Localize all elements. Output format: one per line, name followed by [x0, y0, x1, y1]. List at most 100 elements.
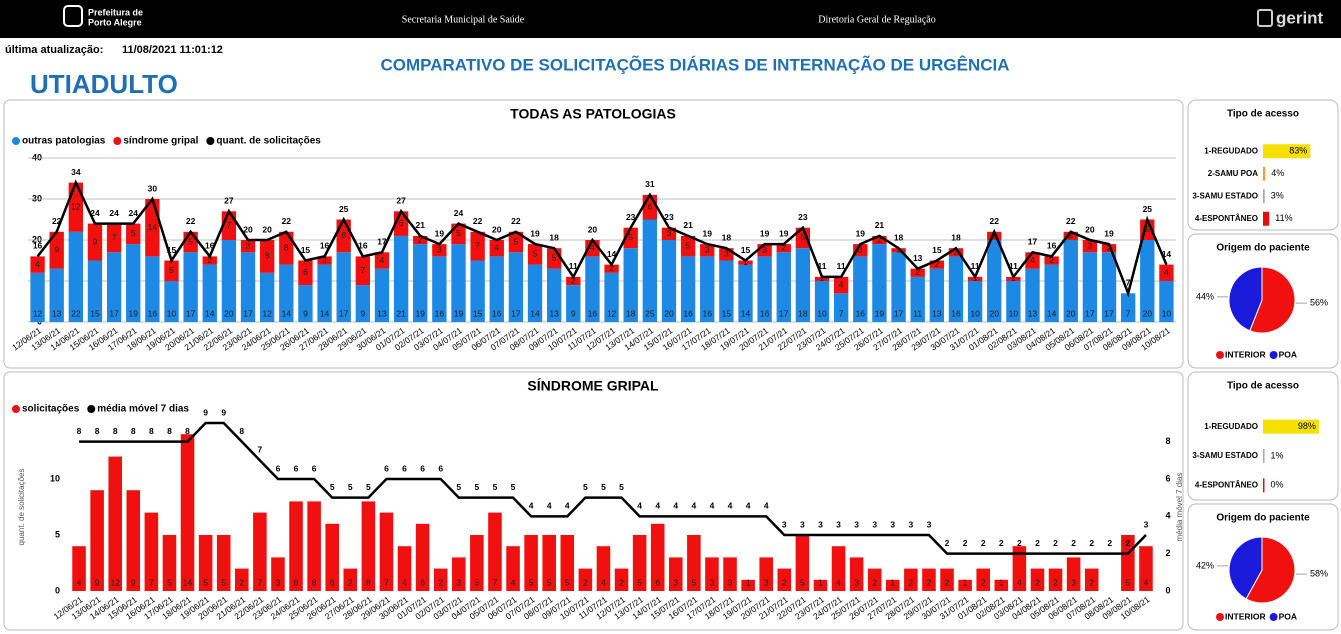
bar: [164, 260, 179, 281]
bar: [432, 244, 447, 257]
bar: [355, 285, 371, 322]
line-value-label: 18: [722, 232, 732, 242]
line-value-label: 25: [1143, 204, 1153, 214]
line-value-label: 3: [836, 519, 841, 529]
bar: [1025, 268, 1040, 322]
bar: [872, 235, 887, 245]
bar: [891, 252, 906, 322]
line-value-label: 4: [746, 501, 751, 511]
bar-value-label: 4: [35, 259, 40, 269]
logo-icon: [63, 5, 83, 27]
bar: [1044, 256, 1059, 265]
pie-value-label: 58%: [1310, 568, 1328, 578]
bar: [279, 231, 294, 265]
line-value-label: 24: [109, 208, 119, 218]
bar-value-label: 2: [781, 242, 786, 252]
bar-value-label: 5: [203, 577, 208, 587]
bar-value-label: 3: [437, 245, 442, 255]
bar-value-label: 0%: [1271, 480, 1284, 490]
bar: [1159, 281, 1174, 322]
bar: [904, 568, 918, 591]
bar-value-label: 6: [330, 577, 335, 587]
logo-text: Prefeitura de: [88, 7, 143, 17]
bar-value-label: 2: [583, 577, 588, 587]
bar-value-label: 2: [1068, 230, 1073, 240]
category-label: 3-SAMU ESTADO: [1192, 191, 1258, 200]
line-value-label: 3: [782, 519, 787, 529]
bar: [393, 235, 409, 322]
bar-value-label: 2: [915, 267, 920, 277]
bar: [1101, 244, 1117, 253]
bar: [757, 256, 772, 322]
line-value-label: 19: [1104, 228, 1114, 238]
bar-value-label: 5: [565, 577, 570, 587]
bar-value-label: 8: [284, 242, 289, 252]
bar-value-label: 3: [667, 228, 672, 238]
bar: [948, 256, 964, 322]
bar-value-label: 15: [722, 308, 732, 318]
line-value-label: 23: [626, 212, 636, 222]
bar-value-label: 4: [511, 577, 516, 587]
line-value-label: 30: [148, 183, 158, 193]
bar-value-label: 5: [221, 577, 226, 587]
line-value-label: 22: [989, 216, 999, 226]
bar: [853, 256, 868, 322]
brand: gerint: [1276, 8, 1324, 27]
legend-label: média móvel 7 dias: [97, 404, 189, 415]
bar: [433, 568, 448, 591]
bar-value-label: 20: [224, 308, 234, 318]
line-value-label: 3: [909, 519, 914, 529]
bar: [126, 223, 141, 245]
line-value-label: 20: [262, 224, 272, 234]
bar-value-label: 7: [227, 220, 232, 230]
bar: [336, 252, 351, 322]
bar: [355, 256, 371, 286]
y2-tick-label: 4: [1165, 511, 1170, 521]
header-diretoria: Diretoria Geral de Regulação: [818, 14, 935, 25]
bar-value-label: 20: [1066, 308, 1076, 318]
line-value-label: 15: [167, 245, 177, 255]
line-value-label: 16: [33, 241, 43, 251]
bar-value-label: 11%: [1275, 213, 1292, 223]
bar: [259, 272, 275, 322]
bar-value-label: 13: [1028, 308, 1038, 318]
bar: [833, 293, 849, 322]
y-tick-label: 20: [32, 234, 42, 244]
line-value-label: 5: [583, 482, 588, 492]
bar-value-label: 20: [664, 308, 674, 318]
legend-marker: [1269, 613, 1278, 621]
bar-value-label: 16: [588, 308, 598, 318]
bar-value-label: 2: [348, 577, 353, 587]
line-value-label: 3: [800, 519, 805, 529]
bar-value-label: 16: [702, 308, 712, 318]
y-tick-label: 5: [55, 529, 60, 539]
bar-value-label: 15: [473, 308, 483, 318]
line-value-label: 5: [348, 482, 353, 492]
bar-value-label: 12: [607, 308, 617, 318]
bar-value-label: 2: [571, 275, 576, 285]
bar-value-label: 5: [529, 577, 534, 587]
line-value-label: 22: [52, 216, 62, 226]
bar-value-label: 16: [760, 308, 770, 318]
line-value-label: 8: [185, 426, 190, 436]
bar-value-label: 5: [475, 577, 480, 587]
bar-value-label: 2: [322, 255, 327, 265]
bar: [1082, 252, 1098, 322]
bar: [488, 512, 502, 591]
bar-value-label: 17: [339, 308, 349, 318]
bar: [604, 264, 619, 273]
pie-slice: [1245, 536, 1296, 604]
bar-value-label: 19: [415, 308, 425, 318]
bar: [661, 240, 677, 322]
panel-title: Origem do paciente: [1216, 243, 1310, 254]
bar-value-label: 7: [475, 240, 480, 250]
bar-value-label: 7: [493, 577, 498, 587]
bar: [108, 456, 122, 591]
bar-value-label: 6: [655, 577, 660, 587]
bar-value-label: 5: [547, 577, 552, 587]
chart-title: TODAS AS PATOLOGIAS: [510, 106, 676, 122]
line-value-label: 6: [276, 463, 281, 473]
line-value-label: 20: [588, 224, 598, 234]
bar-value-label: 2: [909, 577, 914, 587]
bar-value-label: 3: [710, 577, 715, 587]
